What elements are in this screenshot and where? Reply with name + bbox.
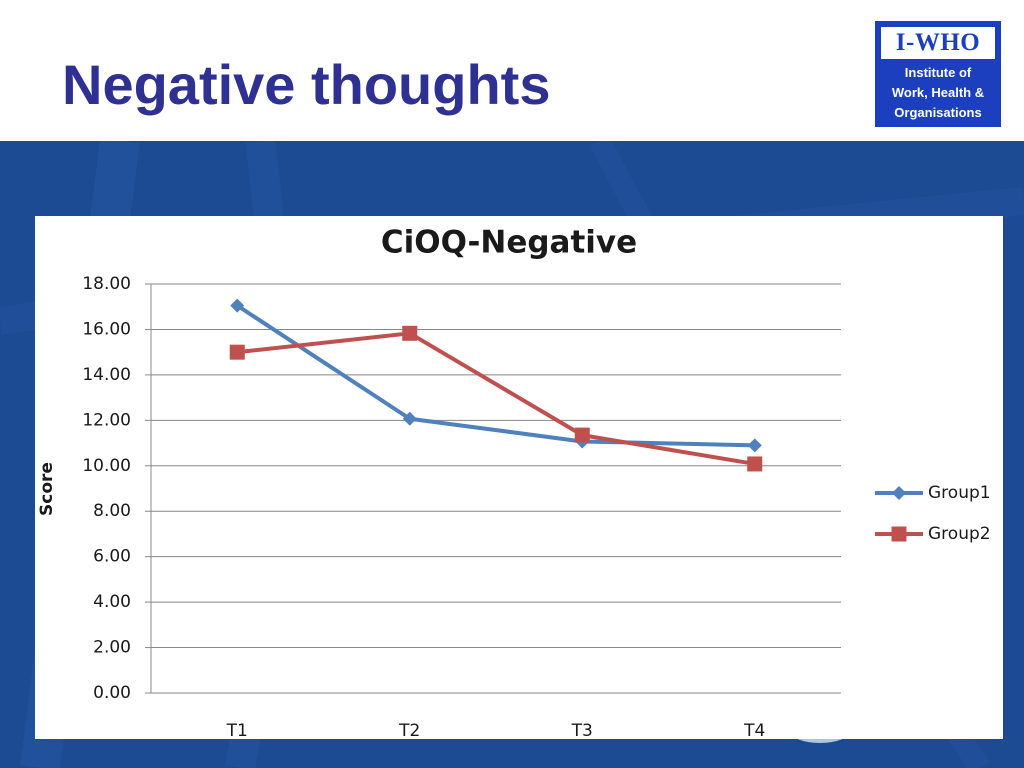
y-tick-label: 16.00 <box>82 319 131 339</box>
legend-entry-group1: Group1 <box>875 483 991 503</box>
x-tick-label: T4 <box>743 721 765 739</box>
series-line-group1 <box>236 303 755 448</box>
data-point-group2 <box>229 344 245 360</box>
data-point-group1 <box>747 438 762 453</box>
y-tick-label: 0.00 <box>93 683 131 703</box>
logo-name: I-WHO <box>881 27 995 59</box>
data-point-group2 <box>747 456 763 472</box>
y-tick-label: 4.00 <box>93 592 131 612</box>
line-chart: CiOQ-Negative Score 0.00 2.00 4.00 6.00 8.00… <box>37 225 991 740</box>
x-tick-label: T3 <box>571 721 593 739</box>
logo-line-1: Institute of <box>904 65 972 80</box>
x-tick-label: T1 <box>226 721 248 739</box>
legend-marker <box>892 486 906 500</box>
y-tick-label: 8.00 <box>93 501 131 521</box>
legend-label: Group1 <box>928 483 991 503</box>
chart-panel: CiOQ-Negative Score 0.00 2.00 4.00 6.00 8.00… <box>35 216 1003 739</box>
y-tick-label: 12.00 <box>82 410 131 430</box>
legend-entry-group2: Group2 <box>875 524 991 544</box>
legend: Group1 Group2 <box>875 483 991 544</box>
legend-marker <box>891 526 907 542</box>
slide-title: Negative thoughts <box>62 53 551 116</box>
logo-line-3: Organisations <box>894 105 982 120</box>
series-line-group2 <box>237 331 756 466</box>
series-lines <box>229 298 763 472</box>
x-tick-labels: T1 T2 T3 T4 <box>226 721 766 739</box>
series-group1 <box>230 298 762 453</box>
y-tick-label: 6.00 <box>93 547 131 567</box>
y-tick-label: 18.00 <box>82 274 131 294</box>
data-point-group1 <box>230 298 245 313</box>
chart-title: CiOQ-Negative <box>381 225 637 261</box>
y-tick-label: 14.00 <box>82 365 131 385</box>
x-tick-label: T2 <box>398 721 420 739</box>
y-tick-labels: 0.00 2.00 4.00 6.00 8.00 10.00 12.00 14.00 16.00… <box>82 274 131 703</box>
legend-label: Group2 <box>928 524 991 544</box>
gridlines <box>145 283 841 694</box>
series-group2 <box>229 325 763 472</box>
data-point-group1 <box>402 411 417 426</box>
y-tick-label: 2.00 <box>93 638 131 658</box>
y-axis-title: Score <box>37 462 57 516</box>
data-point-group2 <box>574 427 590 443</box>
logo-line-2: Work, Health & <box>891 85 985 100</box>
y-tick-label: 10.00 <box>82 456 131 476</box>
data-point-group2 <box>402 325 418 341</box>
iwho-logo: I-WHO Institute of Work, Health & Organi… <box>875 21 1001 127</box>
